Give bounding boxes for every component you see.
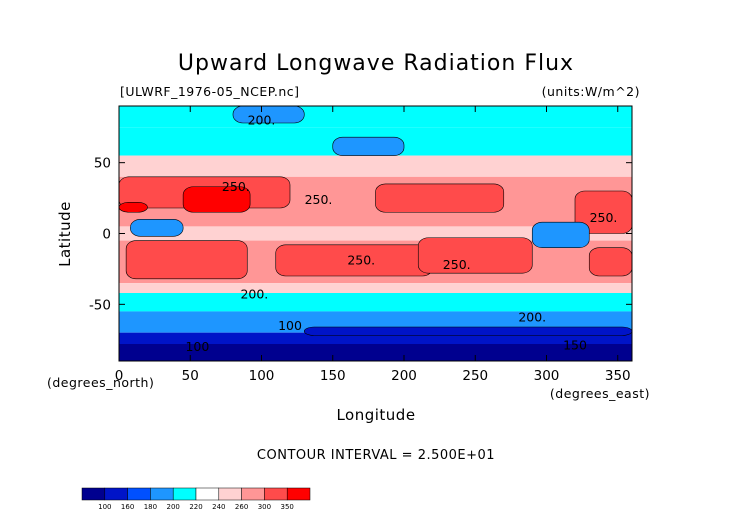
contour-label: 200. [240, 287, 268, 302]
colorbar-swatch [104, 487, 128, 501]
colorbar-label: 300 [258, 503, 271, 511]
contour-label: 250. [443, 257, 471, 272]
colorbar-swatch [81, 487, 106, 501]
x-tick-label: 0 [115, 368, 124, 384]
contour-label: 150 [563, 338, 587, 353]
colorbar-label: 260 [235, 503, 248, 511]
contour-interval: CONTOUR INTERVAL = 2.500E+01 [257, 448, 495, 463]
colorbar-swatch [218, 487, 242, 501]
contour-label: 250. [305, 192, 333, 207]
dataset-label: [ULWRF_1976-05_NCEP.nc] [120, 84, 300, 99]
x-tick-label: 350 [605, 368, 631, 384]
colorbar-swatch [195, 487, 220, 501]
field-patch [417, 237, 533, 274]
field-patch [531, 221, 590, 248]
colorbar-swatch [172, 487, 197, 501]
colorbar-label: 180 [144, 503, 157, 511]
field-band [119, 283, 632, 293]
colorbar-swatch [286, 487, 311, 501]
field-patch [303, 326, 632, 336]
field-band [119, 293, 632, 312]
x-tick-label: 150 [320, 368, 346, 384]
y-axis-unit: (degrees_north) [47, 375, 154, 390]
colorbar-swatch [241, 487, 265, 501]
contour-label: 200. [248, 112, 276, 127]
field-patch [119, 202, 148, 213]
colorbar-swatch [127, 487, 151, 501]
chart-title: Upward Longwave Radiation Flux [178, 51, 574, 76]
colorbar-swatch [150, 487, 174, 501]
y-tick-label: -50 [89, 297, 111, 313]
field-patch [574, 190, 632, 234]
x-axis-unit: (degrees_east) [550, 386, 650, 401]
colorbar: 100 160 180 200 220 240 260 300 350 [81, 487, 311, 511]
contour-label: 100 [185, 339, 209, 354]
colorbar-label: 350 [281, 503, 294, 511]
x-axis-label: Longitude [336, 406, 415, 424]
field-band [119, 226, 632, 241]
x-tick-label: 50 [182, 368, 199, 384]
field-patch [125, 240, 248, 280]
field-patch [232, 106, 305, 124]
colorbar-label: 160 [121, 503, 134, 511]
field-band [119, 344, 632, 361]
x-tick-label: 250 [462, 368, 488, 384]
field-band [119, 106, 632, 128]
colorbar-label: 220 [189, 503, 202, 511]
contour-label: 250. [347, 253, 375, 268]
x-axis-ticks: 0 50 100 150 200 250 300 350 [115, 106, 631, 384]
contour-label: 250. [590, 210, 618, 225]
contour-labels: 200. 250. 250. 250. 250. 250. 200. 200. 100 100 15… [185, 112, 617, 354]
units-label: (units:W/m^2) [542, 84, 640, 99]
y-axis-ticks: 50 0 -50 [89, 156, 632, 313]
colorbar-label: 100 [98, 503, 111, 511]
field-band [119, 332, 632, 344]
x-tick-label: 200 [391, 368, 417, 384]
colorbar-swatch [264, 487, 288, 501]
y-tick-label: 0 [102, 227, 111, 243]
colorbar-label: 240 [212, 503, 225, 511]
x-tick-label: 100 [249, 368, 275, 384]
field-patch [332, 136, 405, 156]
heatmap-field [119, 106, 632, 361]
colorbar-label: 200 [167, 503, 180, 511]
field-patch [375, 183, 505, 213]
y-tick-label: 50 [94, 156, 111, 172]
contour-label: 250. [222, 179, 250, 194]
field-band [119, 155, 632, 177]
field-patch [588, 247, 632, 277]
y-axis-label: Latitude [56, 201, 74, 267]
x-tick-label: 300 [534, 368, 560, 384]
field-patch [182, 186, 251, 213]
contour-label: 200. [518, 309, 546, 324]
contour-label: 100 [278, 318, 302, 333]
field-patch [130, 219, 184, 237]
